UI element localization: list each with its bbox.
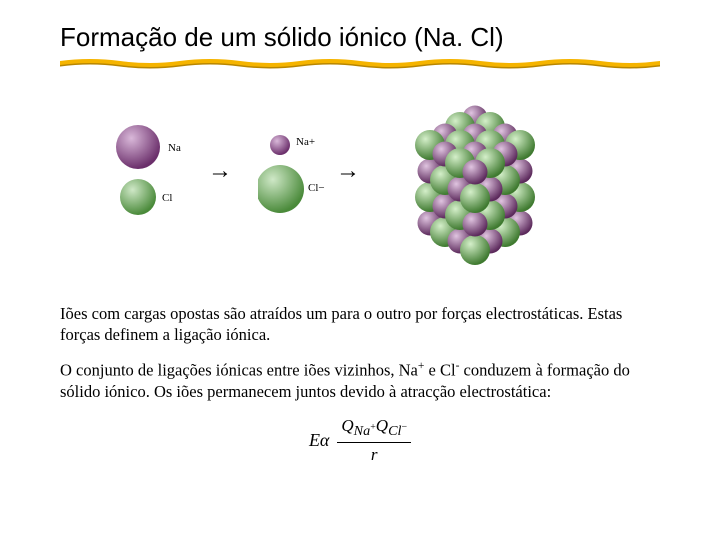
eq-denominator: r	[337, 443, 411, 465]
cl-ion-label: Cl−	[308, 182, 325, 194]
eq-numerator: QNa+QCl−	[337, 416, 411, 443]
ion-pair: Na+ Cl−	[258, 123, 348, 228]
arrow-1: →	[208, 158, 232, 185]
eq-lhs: Eα	[309, 430, 329, 450]
paragraph-1: Iões com cargas opostas são atraídos um …	[60, 303, 660, 345]
arrow-2: →	[336, 158, 360, 185]
na-ion-label: Na+	[296, 136, 315, 148]
page-title: Formação de um sólido iónico (Na. Cl)	[60, 22, 660, 53]
formation-diagram: Na Cl → Na+ Cl− →	[60, 93, 660, 273]
neutral-atoms: Na Cl	[110, 123, 200, 228]
crystal-lattice	[380, 93, 580, 278]
p2-a: O conjunto de ligações iónicas entre iõe…	[60, 361, 418, 380]
na-label: Na	[168, 142, 181, 154]
equation: Eα QNa+QCl− r	[60, 416, 660, 465]
p2-b: e Cl	[424, 361, 455, 380]
title-underline	[60, 59, 660, 67]
paragraph-2: O conjunto de ligações iónicas entre iõe…	[60, 359, 660, 402]
cl-label: Cl	[162, 192, 172, 204]
